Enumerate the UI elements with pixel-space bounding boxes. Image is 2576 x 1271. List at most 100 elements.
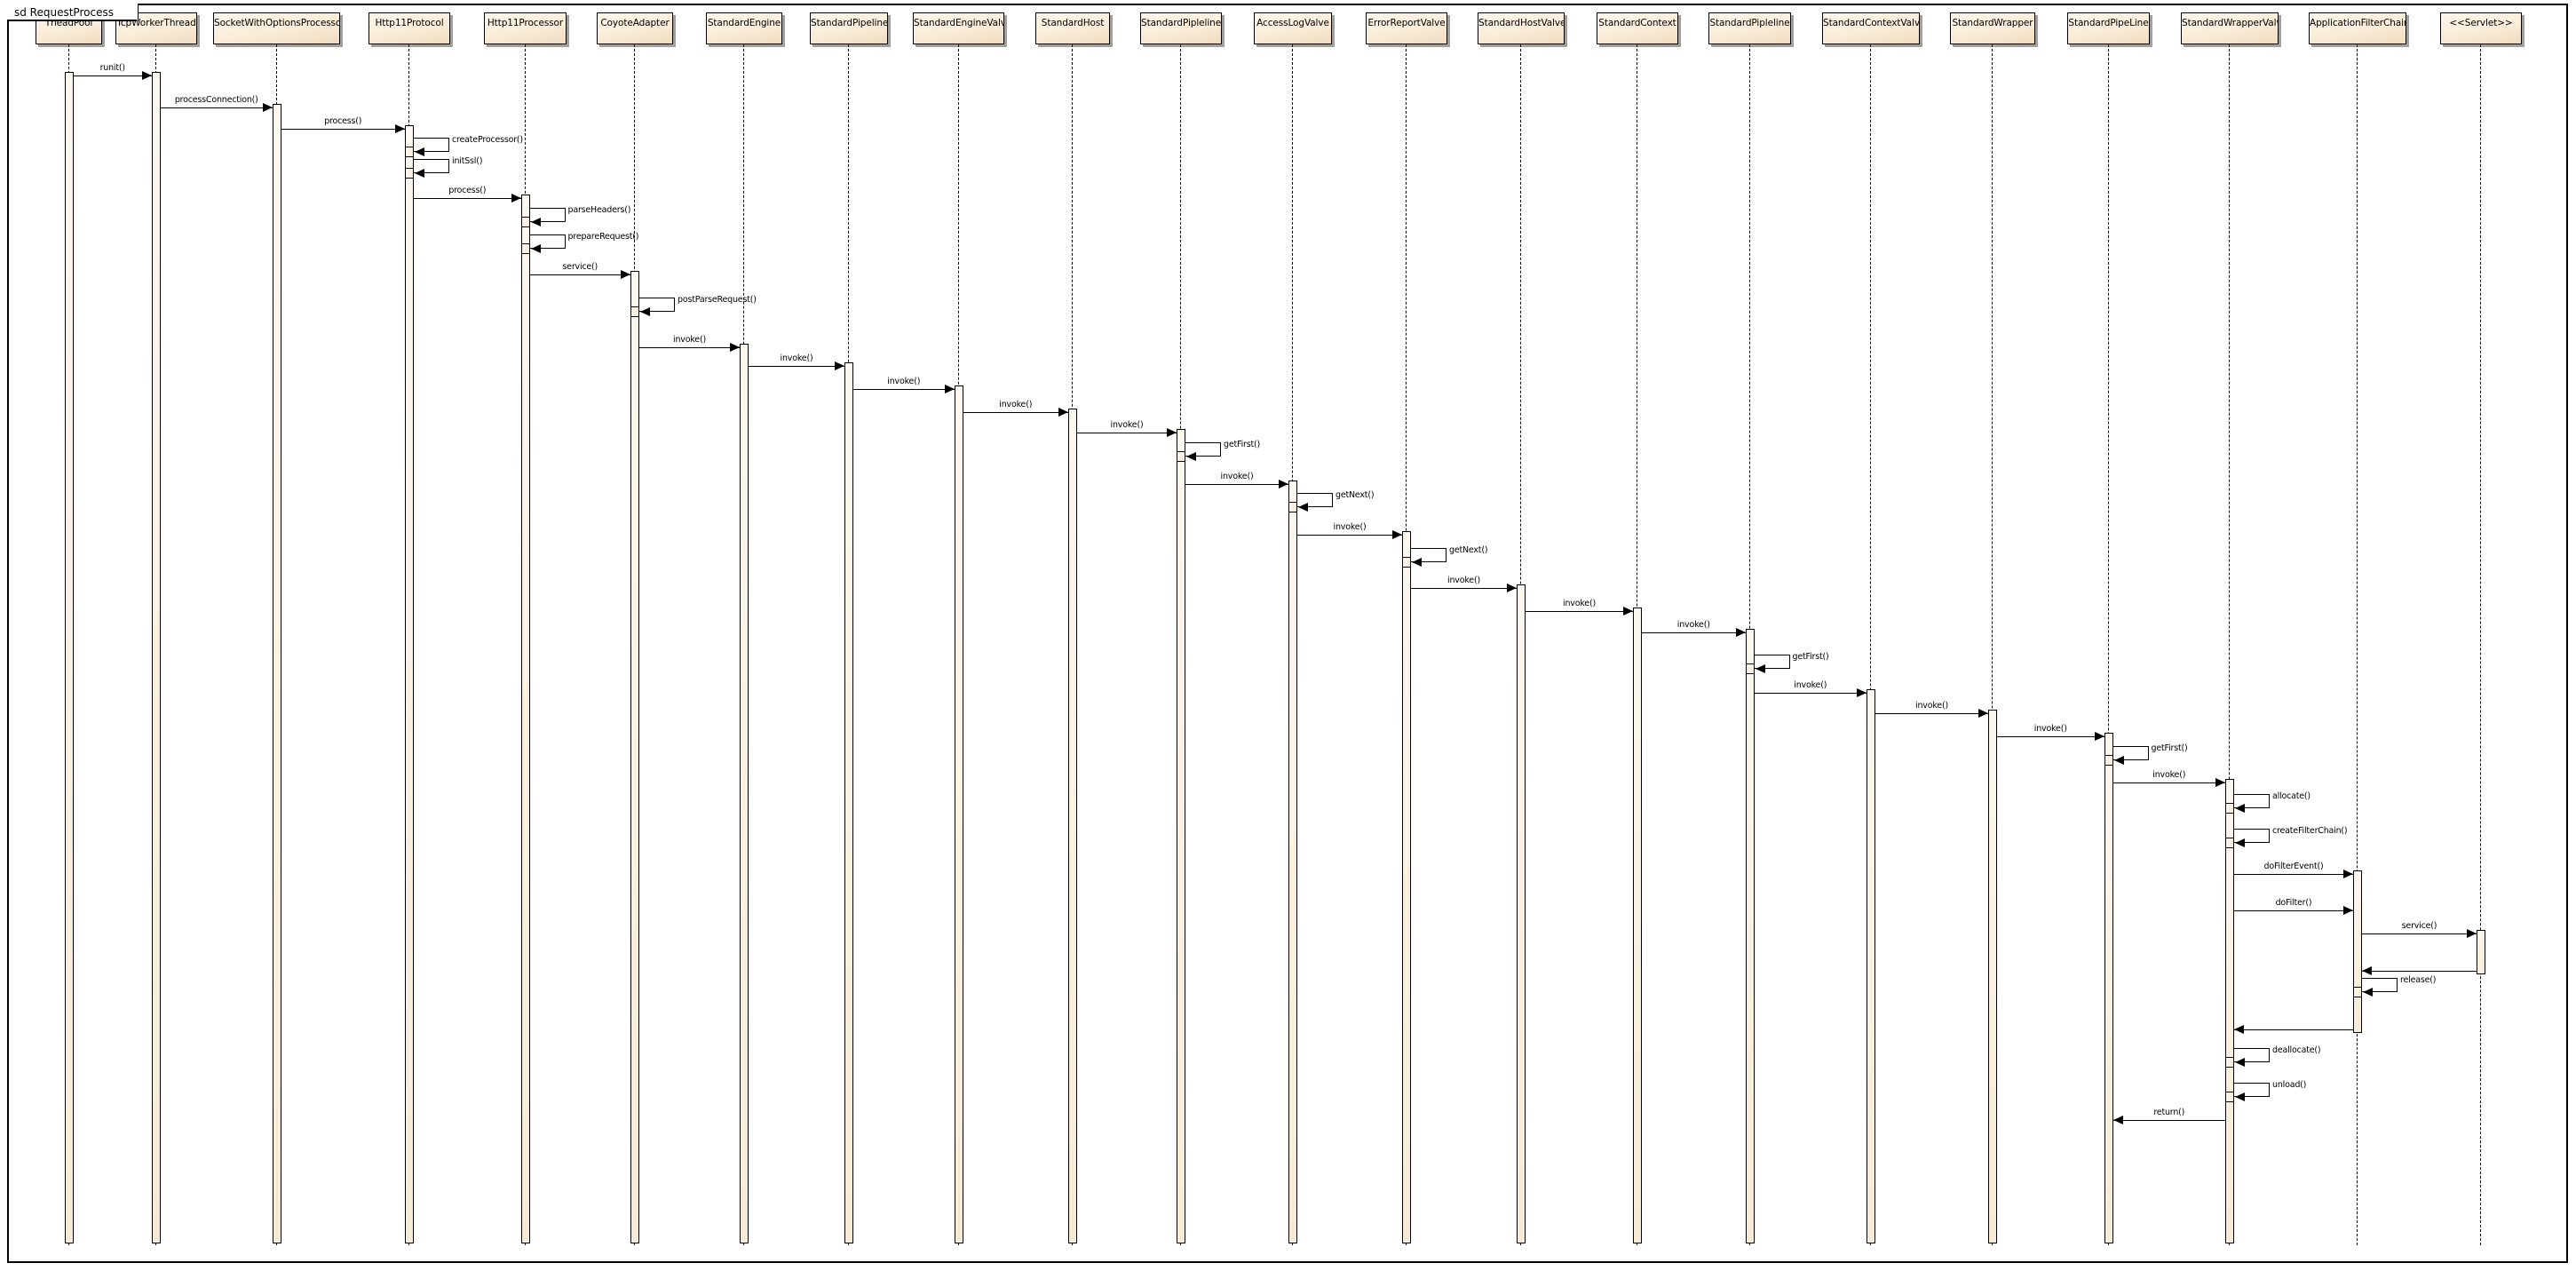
activation-bar-wrappervalve	[2225, 779, 2234, 1243]
self-message-38[interactable]	[2234, 1083, 2270, 1097]
message-line-28[interactable]	[2112, 782, 2225, 783]
lifeline-head-standardengine[interactable]: StandardEngine	[706, 12, 782, 44]
message-line-12[interactable]	[853, 389, 955, 390]
activation-bar-standardwrapper	[1988, 710, 1997, 1243]
self-message-3[interactable]	[414, 138, 449, 152]
message-line-13[interactable]	[963, 412, 1068, 413]
self-message-23[interactable]	[1754, 655, 1790, 669]
lifeline-head-wrappervalve[interactable]: StandardWrapperValve	[2181, 12, 2279, 44]
activation-bar-pipeline2	[1177, 429, 1185, 1243]
message-label: process()	[448, 186, 487, 195]
message-line-32[interactable]	[2234, 910, 2353, 911]
message-label: doFilterEvent()	[2263, 862, 2324, 871]
self-message-30[interactable]	[2234, 829, 2270, 843]
self-message-29[interactable]	[2234, 794, 2270, 808]
message-line-39[interactable]	[2112, 1120, 2225, 1121]
lifeline-head-socketproc[interactable]: SocketWithOptionsProcessor	[213, 12, 340, 44]
message-line-31[interactable]	[2234, 874, 2353, 875]
message-line-0[interactable]	[73, 75, 152, 76]
nested-activation-29	[2225, 803, 2234, 814]
message-label: invoke()	[1563, 599, 1596, 608]
message-line-22[interactable]	[1642, 632, 1746, 633]
message-label: invoke()	[780, 353, 813, 363]
lifeline-head-http11protocol[interactable]: Http11Protocol	[369, 12, 450, 44]
activation-bar-filterchain	[2353, 870, 2362, 1033]
lifeline-head-accesslogvalve[interactable]: AccessLogValve	[1254, 12, 1332, 44]
message-line-25[interactable]	[1875, 713, 1988, 714]
activation-bar-errorreportvalve	[1402, 531, 1411, 1243]
self-message-4[interactable]	[414, 159, 449, 173]
arrowhead-left-icon	[2234, 1025, 2244, 1034]
nested-activation-6	[520, 217, 530, 227]
lifeline-head-enginevalve[interactable]: StandardEngineValve	[913, 12, 1004, 44]
lifeline-head-errorreportvalve[interactable]: ErrorReportValve	[1366, 12, 1447, 44]
self-message-35[interactable]	[2362, 978, 2398, 992]
arrowhead-right-icon	[1167, 428, 1177, 437]
arrowhead-right-icon	[2094, 732, 2104, 741]
self-message-17[interactable]	[1297, 493, 1333, 507]
lifeline-head-pipeline1[interactable]: StandardPipeline	[810, 12, 888, 44]
message-label: invoke()	[1447, 576, 1480, 585]
lifeline-head-contextvalve[interactable]: StandardContextValve	[1822, 12, 1920, 44]
arrowhead-left-icon	[2235, 1092, 2245, 1101]
lifeline-head-pipeline3[interactable]: StandardPipleline	[1708, 12, 1791, 44]
arrowhead-left-icon	[2362, 966, 2372, 975]
lifeline-head-coyoteadapter[interactable]: CoyoteAdapter	[597, 12, 673, 44]
lifeline-head-standardwrapper[interactable]: StandardWrapper	[1950, 12, 2035, 44]
message-line-26[interactable]	[1997, 736, 2104, 737]
lifeline-wrappervalve	[2229, 44, 2230, 1245]
lifeline-head-filterchain[interactable]: ApplicationFilterChain	[2309, 12, 2406, 44]
activation-bar-tcpworker	[152, 72, 161, 1243]
message-label: deallocate()	[2272, 1045, 2321, 1055]
self-message-7[interactable]	[529, 234, 566, 249]
lifeline-pipeline4	[2107, 44, 2109, 1245]
self-message-6[interactable]	[529, 208, 566, 222]
nested-activation-15	[1177, 451, 1185, 462]
self-message-19[interactable]	[1411, 548, 1447, 562]
arrowhead-right-icon	[621, 270, 630, 279]
arrowhead-left-icon	[530, 244, 541, 253]
arrowhead-right-icon	[142, 71, 152, 80]
message-label: invoke()	[887, 377, 921, 386]
message-line-5[interactable]	[414, 198, 521, 199]
message-line-11[interactable]	[749, 366, 844, 367]
arrowhead-right-icon	[1735, 628, 1746, 637]
activation-bar-http11processor	[520, 195, 530, 1243]
message-line-36[interactable]	[2234, 1029, 2353, 1030]
message-line-21[interactable]	[1526, 611, 1633, 612]
self-message-37[interactable]	[2234, 1048, 2270, 1062]
self-message-27[interactable]	[2112, 746, 2149, 760]
message-line-24[interactable]	[1754, 693, 1867, 694]
activation-bar-accesslogvalve	[1288, 481, 1297, 1243]
lifeline-head-pipeline4[interactable]: StandardPipeLine	[2067, 12, 2150, 44]
nested-activation-27	[2104, 755, 2113, 766]
message-line-1[interactable]	[161, 107, 273, 108]
message-line-34[interactable]	[2362, 971, 2477, 972]
lifeline-head-hostvalve[interactable]: StandardHostValve	[1478, 12, 1565, 44]
arrowhead-left-icon	[2113, 756, 2124, 765]
message-line-18[interactable]	[1297, 535, 1402, 536]
message-line-2[interactable]	[281, 129, 405, 130]
lifeline-head-servlet[interactable]: <<Servlet>>	[2440, 12, 2522, 44]
activation-bar-standardhost	[1068, 409, 1077, 1243]
message-label: invoke()	[1794, 680, 1827, 690]
lifeline-head-standardcontext[interactable]: StandardContext	[1597, 12, 1678, 44]
activation-bar-standardengine	[740, 344, 749, 1243]
message-label: initSsl()	[452, 156, 483, 166]
activation-bar-http11protocol	[405, 125, 414, 1243]
message-line-10[interactable]	[639, 347, 740, 348]
message-line-33[interactable]	[2362, 933, 2477, 934]
message-line-20[interactable]	[1411, 588, 1517, 589]
message-line-16[interactable]	[1185, 484, 1288, 485]
lifeline-servlet	[2480, 44, 2481, 1245]
lifeline-head-pipeline2[interactable]: StandardPipleline	[1140, 12, 1222, 44]
arrowhead-left-icon	[1186, 452, 1196, 461]
lifeline-head-standardhost[interactable]: StandardHost	[1035, 12, 1110, 44]
message-line-8[interactable]	[529, 274, 630, 275]
self-message-9[interactable]	[639, 298, 675, 312]
lifeline-head-http11processor[interactable]: Http11Processor	[484, 12, 567, 44]
message-label: unload()	[2272, 1080, 2307, 1090]
arrowhead-right-icon	[1058, 408, 1068, 417]
nested-activation-17	[1288, 502, 1297, 512]
self-message-15[interactable]	[1185, 442, 1221, 457]
